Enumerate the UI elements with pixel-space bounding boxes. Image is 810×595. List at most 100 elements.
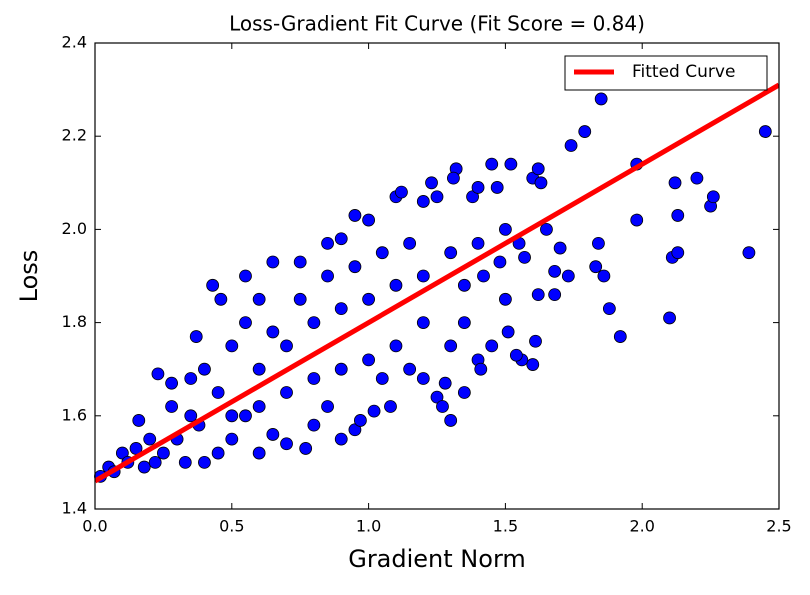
point <box>198 455 211 469</box>
point <box>690 171 704 185</box>
point <box>444 414 458 427</box>
point <box>531 162 545 176</box>
point <box>334 232 348 246</box>
point <box>225 409 239 423</box>
point <box>184 409 198 423</box>
point <box>239 269 252 283</box>
point <box>239 316 252 330</box>
point <box>578 125 592 138</box>
point <box>438 376 452 390</box>
point <box>671 246 685 260</box>
point <box>403 362 417 376</box>
point <box>189 330 203 343</box>
point <box>589 260 603 274</box>
point <box>498 222 512 236</box>
point <box>758 125 772 138</box>
point <box>266 255 280 269</box>
point <box>321 269 334 283</box>
y-tick-label: 1.6 <box>62 405 87 424</box>
point <box>348 260 362 274</box>
point <box>384 400 397 413</box>
point <box>447 171 460 185</box>
point <box>471 181 485 194</box>
point <box>206 278 220 292</box>
point <box>239 409 252 423</box>
point <box>561 269 575 283</box>
point <box>165 400 179 413</box>
point <box>613 330 627 343</box>
point <box>225 339 239 353</box>
x-tick-label: 0.0 <box>82 517 107 536</box>
point <box>198 362 211 376</box>
y-tick-label: 2.2 <box>62 126 87 145</box>
legend-label: Fitted Curve <box>632 62 735 82</box>
x-tick-label: 1.5 <box>493 517 518 536</box>
point <box>280 437 293 451</box>
point <box>280 339 293 353</box>
point <box>178 455 192 469</box>
x-axis-label: Gradient Norm <box>348 545 526 573</box>
point <box>293 255 307 269</box>
point <box>436 400 449 413</box>
point <box>594 92 608 106</box>
x-tick-label: 0.5 <box>219 517 244 536</box>
point <box>457 278 471 292</box>
point <box>293 292 307 306</box>
point <box>416 372 430 385</box>
x-tick-label: 2.5 <box>766 517 791 536</box>
point <box>348 423 362 437</box>
point <box>493 255 507 269</box>
y-axis-label: Loss <box>15 250 43 303</box>
x-tick-label: 2.0 <box>629 517 654 536</box>
point <box>474 362 488 376</box>
point <box>540 222 553 236</box>
point <box>477 269 490 283</box>
point <box>416 316 430 330</box>
point <box>416 195 430 208</box>
point <box>395 185 408 199</box>
point <box>367 404 381 418</box>
y-tick-label: 1.8 <box>62 312 87 331</box>
point <box>630 213 644 227</box>
point <box>490 181 504 194</box>
point <box>348 209 362 222</box>
point <box>266 428 280 441</box>
point <box>211 446 225 460</box>
point <box>485 157 499 171</box>
plot-frame <box>94 42 780 510</box>
point <box>529 334 542 348</box>
point <box>430 390 444 404</box>
chart-title: Loss-Gradient Fit Curve (Fit Score = 0.8… <box>229 12 645 36</box>
point <box>299 442 313 455</box>
point <box>444 339 458 353</box>
point <box>663 311 676 325</box>
point <box>362 353 376 367</box>
point <box>353 414 367 427</box>
point <box>225 432 239 446</box>
point <box>534 176 548 190</box>
point <box>151 367 165 381</box>
point <box>137 460 151 474</box>
point <box>334 302 348 316</box>
y-tick-label: 2.4 <box>62 33 87 52</box>
point <box>457 386 471 399</box>
point <box>307 372 321 385</box>
point <box>165 376 179 390</box>
point <box>416 269 430 283</box>
point <box>548 264 562 278</box>
point <box>706 190 720 204</box>
point <box>553 241 567 255</box>
point <box>334 362 348 376</box>
point <box>564 139 578 152</box>
point <box>211 386 225 399</box>
point <box>252 362 266 376</box>
point <box>184 372 198 385</box>
point <box>132 414 146 427</box>
point <box>214 292 228 306</box>
point <box>457 316 471 330</box>
point <box>362 213 376 227</box>
point <box>252 292 266 306</box>
point <box>548 288 562 302</box>
point <box>471 236 485 250</box>
